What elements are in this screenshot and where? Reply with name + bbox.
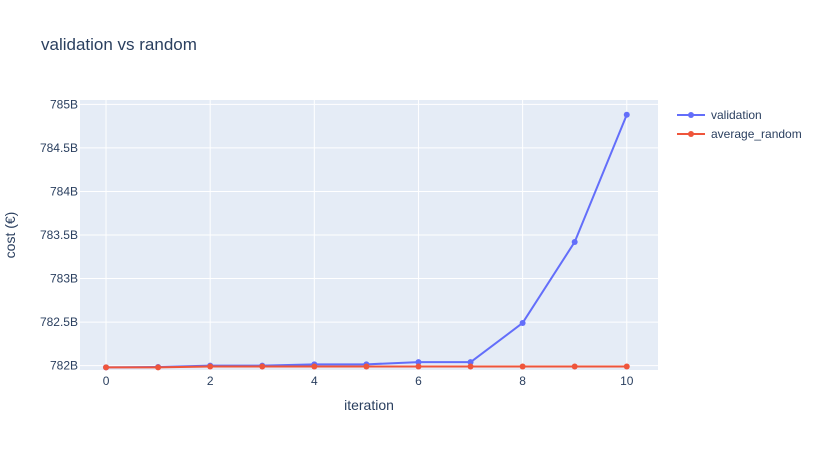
legend-label: average_random <box>711 127 802 141</box>
data-point[interactable] <box>467 363 474 370</box>
y-axis-ticks: 782B 782.5B 783B 783.5B 784B 784.5B 785B <box>40 97 78 372</box>
data-point[interactable] <box>103 364 110 371</box>
x-tick-label: 0 <box>103 374 110 388</box>
data-point[interactable] <box>623 111 630 118</box>
data-point[interactable] <box>519 363 526 370</box>
data-point[interactable] <box>311 363 318 370</box>
data-point[interactable] <box>519 319 526 326</box>
x-tick-label: 2 <box>207 374 214 388</box>
x-axis-ticks: 0 2 4 6 8 10 <box>103 374 634 388</box>
data-point[interactable] <box>259 363 266 370</box>
y-tick-label: 782B <box>50 359 78 373</box>
y-tick-label: 784B <box>50 184 78 198</box>
x-axis-title: iteration <box>344 397 394 413</box>
y-tick-label: 783.5B <box>40 228 78 242</box>
data-point[interactable] <box>467 359 474 366</box>
y-tick-label: 782.5B <box>40 315 78 329</box>
legend-swatch-marker <box>688 112 694 118</box>
x-tick-label: 4 <box>311 374 318 388</box>
data-point[interactable] <box>571 238 578 245</box>
legend[interactable]: validation average_random <box>677 108 802 141</box>
x-tick-label: 6 <box>415 374 422 388</box>
data-point[interactable] <box>207 363 214 370</box>
legend-item-average_random[interactable]: average_random <box>677 127 802 141</box>
y-tick-label: 783B <box>50 272 78 286</box>
legend-item-validation[interactable]: validation <box>677 108 762 122</box>
data-point[interactable] <box>415 359 422 366</box>
x-tick-label: 8 <box>519 374 526 388</box>
data-point[interactable] <box>415 363 422 370</box>
y-tick-label: 785B <box>50 97 78 111</box>
y-axis-title: cost (€) <box>2 212 18 259</box>
data-point[interactable] <box>155 364 162 371</box>
series-average_random[interactable] <box>103 363 630 371</box>
legend-label: validation <box>711 108 762 122</box>
data-point[interactable] <box>623 363 630 370</box>
legend-swatch-marker <box>688 131 694 137</box>
data-point[interactable] <box>363 363 370 370</box>
x-tick-label: 10 <box>620 374 634 388</box>
series-layer <box>103 111 630 371</box>
data-point[interactable] <box>571 363 578 370</box>
y-tick-label: 784.5B <box>40 141 78 155</box>
chart-title: validation vs random <box>41 35 197 54</box>
